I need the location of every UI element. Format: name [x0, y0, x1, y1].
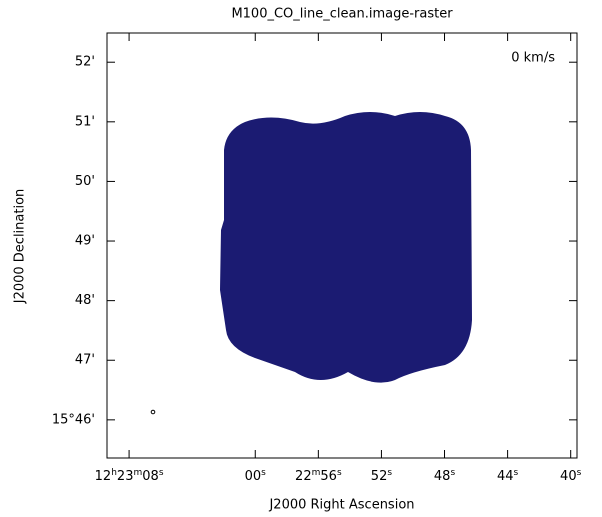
chart-title: M100_CO_line_clean.image-raster — [231, 7, 453, 22]
image-raster — [220, 112, 472, 383]
plot-frame — [106, 32, 578, 459]
y-tick-label: 49' — [75, 234, 95, 249]
y-tick-label: 50' — [75, 174, 95, 189]
x-tick-label: 48s — [434, 468, 456, 484]
y-axis-label: J2000 Declination — [13, 189, 28, 305]
x-tick-label: 12h23m08s — [95, 468, 164, 484]
y-tick-label: 47' — [75, 353, 95, 368]
x-tick-label: 40s — [560, 468, 582, 484]
x-tick-label: 52s — [371, 468, 393, 484]
beam-marker — [150, 409, 156, 415]
y-tick-label: 48' — [75, 293, 95, 308]
x-axis-label: J2000 Right Ascension — [268, 498, 414, 513]
y-tick-label: 15°46' — [52, 412, 95, 427]
x-tick-label: 44s — [497, 468, 519, 484]
y-tick-label: 51' — [75, 114, 95, 129]
annotation: 0 km/s — [511, 51, 555, 66]
x-tick-label: 22m56s — [295, 468, 342, 484]
y-tick-label: 52' — [75, 55, 95, 70]
x-tick-label: 00s — [245, 468, 267, 484]
